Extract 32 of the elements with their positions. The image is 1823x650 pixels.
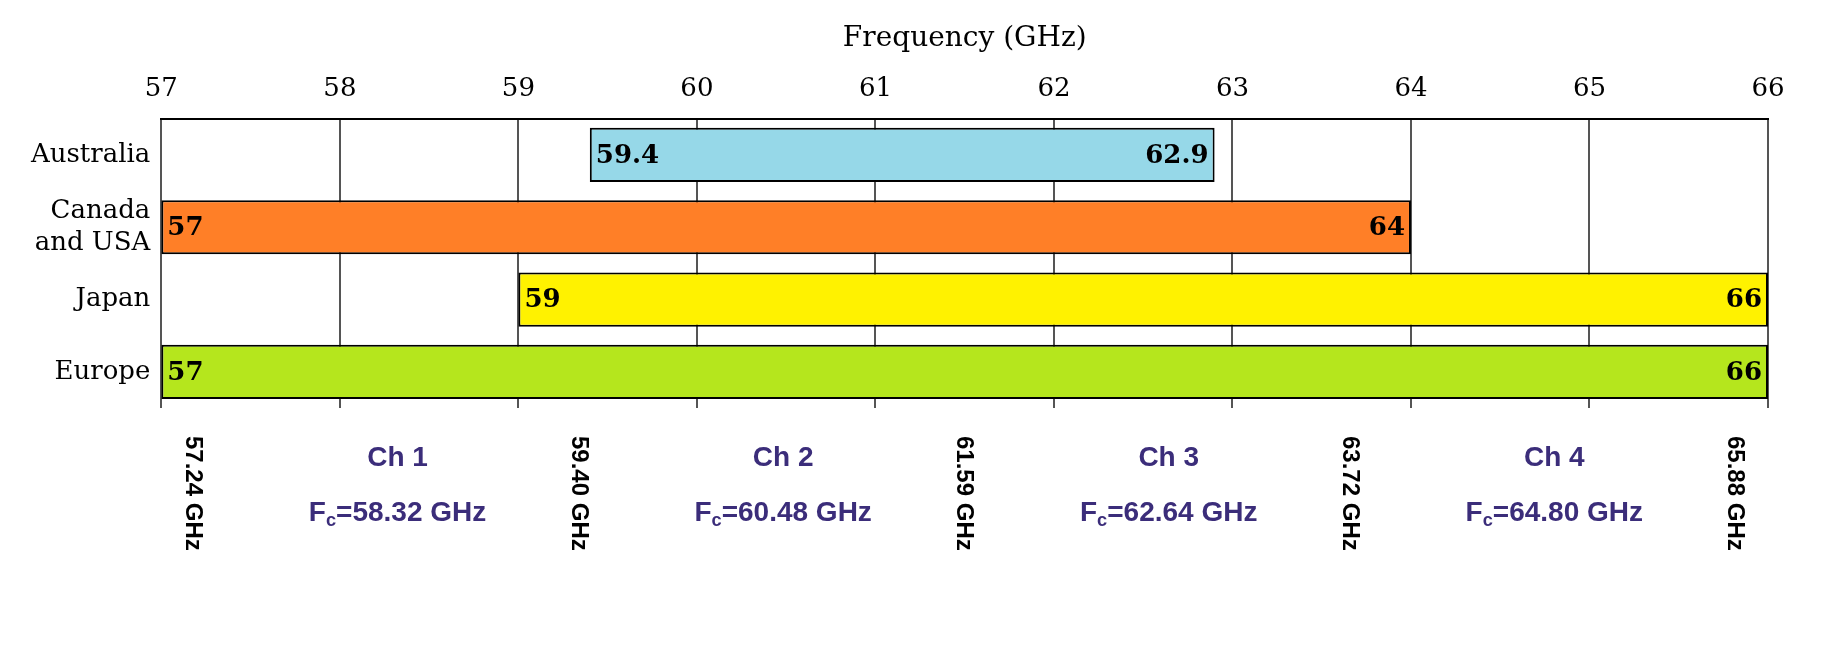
text: Ch 1 (367, 440, 428, 472)
x-tick-label: 61 (858, 71, 892, 102)
annotation: 66 (1725, 355, 1762, 386)
annotation: 59 (524, 283, 561, 314)
x-tick-label: 66 (1751, 71, 1785, 102)
text: 59.40 GHz (566, 436, 594, 551)
y-tick-label: Canada and USA (34, 194, 152, 256)
text: 61.59 GHz (952, 436, 980, 551)
text: 57.24 GHz (181, 436, 209, 551)
text: Ch 3 (1138, 440, 1200, 472)
annotation: 64 (1368, 211, 1405, 241)
annotation: 62.9 (1145, 138, 1209, 169)
text: 65.88 GHz (1723, 436, 1751, 551)
y-tick-label: Australia (30, 137, 151, 168)
x-tick-label: 62 (1037, 71, 1071, 102)
x-tick-label: 57 (144, 71, 178, 102)
annotation: 59.4 (595, 138, 660, 169)
y-tick-label: Japan (72, 282, 151, 313)
x-tick-label: 65 (1572, 71, 1607, 102)
y-tick-label: Europe (54, 354, 151, 385)
annotation: 66 (1725, 283, 1762, 314)
x-axis-title: Frequency (GHz) (842, 20, 1087, 54)
text: 63.72 GHz (1337, 436, 1365, 551)
text: Ch 4 (1523, 440, 1586, 472)
x-tick-label: 63 (1215, 71, 1249, 102)
x-tick-label: 64 (1394, 71, 1428, 102)
annotation: 57 (167, 211, 204, 241)
text: Ch 2 (752, 440, 814, 472)
x-tick-label: 60 (680, 71, 714, 102)
x-tick-label: 59 (501, 71, 535, 102)
annotation: 57 (167, 355, 204, 386)
x-tick-label: 58 (323, 71, 357, 102)
